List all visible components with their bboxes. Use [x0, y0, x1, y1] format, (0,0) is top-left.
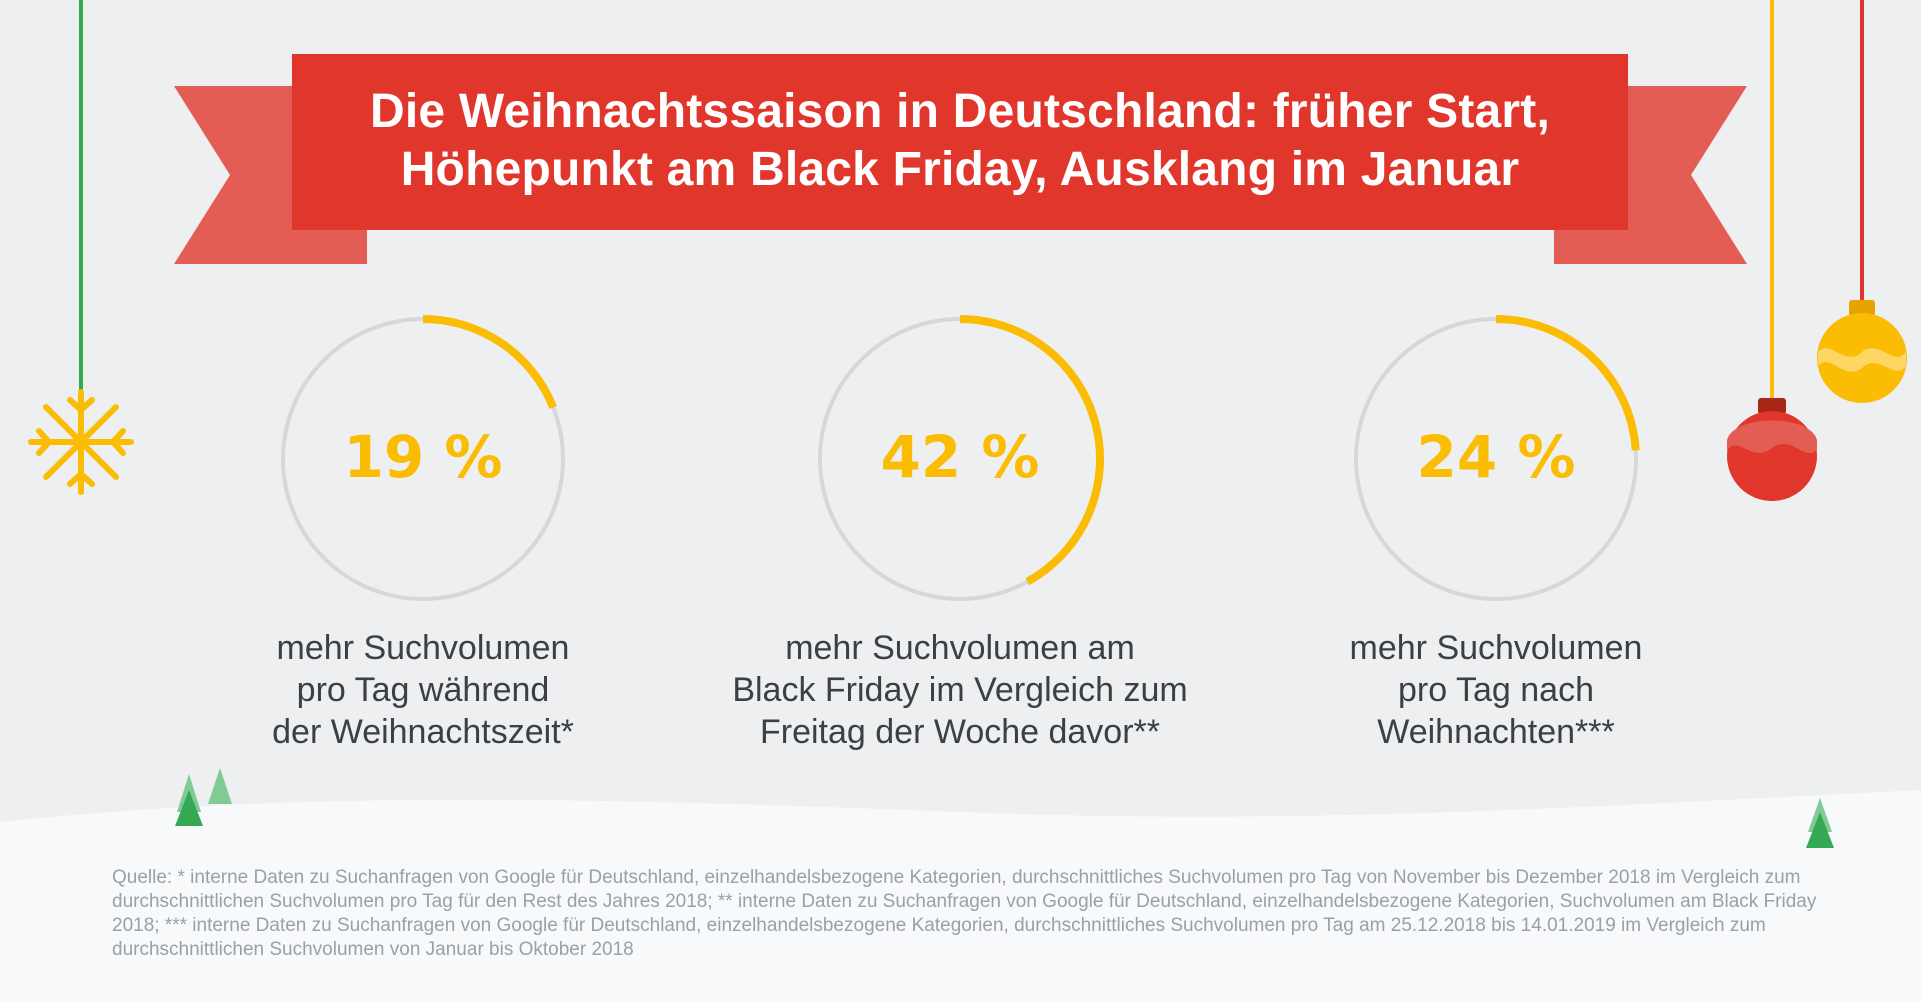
red-bauble-icon — [1727, 398, 1817, 501]
snow-ground — [0, 790, 1921, 1001]
stat-label-line: Weihnachten*** — [1377, 713, 1615, 751]
stat-label-line: der Weihnachtszeit* — [272, 713, 574, 751]
donut-arc — [959, 315, 1104, 586]
yellow-bauble-icon — [1817, 300, 1907, 403]
title-line-2: Höhepunkt am Black Friday, Ausklang im J… — [400, 143, 1520, 196]
stat-label-line: pro Tag während — [296, 671, 550, 709]
title-line-1: Die Weihnachtssaison in Deutschland: frü… — [370, 85, 1550, 138]
donut-arc — [1495, 315, 1640, 451]
stat-label-line: mehr Suchvolumen — [1349, 629, 1643, 667]
tree-icon — [1806, 798, 1834, 848]
stat-label: mehr Suchvolumen am Black Friday im Verg… — [700, 627, 1220, 753]
stat-value: 24 % — [1416, 423, 1576, 491]
title-banner — [174, 54, 1747, 264]
stat-label-line: Freitag der Woche davor** — [759, 713, 1160, 751]
stat-label-line: mehr Suchvolumen — [276, 629, 570, 667]
stat-value: 19 % — [343, 423, 503, 491]
tree-icon — [208, 768, 232, 804]
stat-label: mehr Suchvolumen pro Tag nach Weihnachte… — [1236, 627, 1756, 753]
stat-label-line: Black Friday im Vergleich zum — [732, 671, 1188, 709]
source-note: Quelle: * interne Daten zu Suchanfragen … — [112, 867, 1817, 960]
donut-charts — [281, 315, 1640, 601]
stat-label-line: mehr Suchvolumen am — [785, 629, 1135, 667]
tree-icon — [175, 774, 203, 826]
stat-value: 42 % — [880, 423, 1040, 491]
snowflake-icon — [28, 389, 134, 495]
banner-main — [292, 54, 1628, 230]
donut-arc — [422, 315, 557, 409]
stat-label-line: pro Tag nach — [1398, 671, 1594, 709]
stat-label: mehr Suchvolumen pro Tag während der Wei… — [163, 627, 683, 753]
